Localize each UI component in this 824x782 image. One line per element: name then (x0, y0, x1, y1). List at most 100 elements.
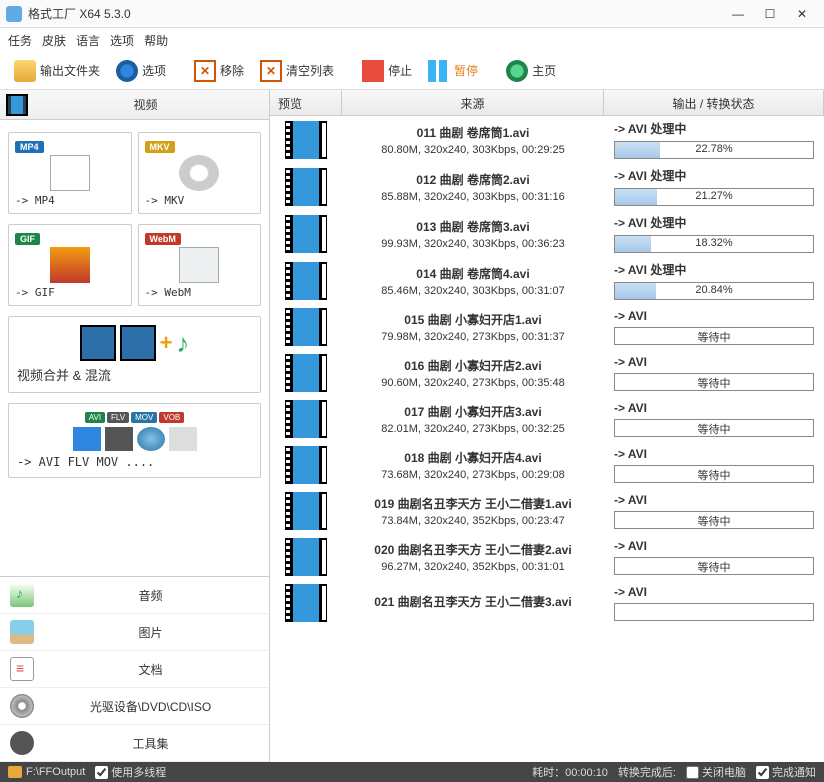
film-icon (6, 94, 28, 116)
table-row[interactable]: 016 曲剧 小寡妇开店2.avi90.60M, 320x240, 273Kbp… (270, 350, 824, 396)
file-name: 011 曲剧 卷席筒1.avi (348, 124, 598, 141)
file-name: 015 曲剧 小寡妇开店1.avi (348, 311, 598, 328)
menu-help[interactable]: 帮助 (144, 32, 168, 49)
close-button[interactable]: ✕ (786, 7, 818, 21)
progress-bar: 等待中 (614, 419, 814, 437)
header-status[interactable]: 输出 / 转换状态 (604, 90, 824, 115)
table-row[interactable]: 012 曲剧 卷席筒2.avi85.88M, 320x240, 303Kbps,… (270, 163, 824, 210)
toolbar: 输出文件夹 选项 移除 清空列表 停止 暂停 主页 (0, 52, 824, 90)
titlebar: 格式工厂 X64 5.3.0 ― ☐ ✕ (0, 0, 824, 28)
preview-thumbnail (285, 308, 327, 346)
elapsed-time: 耗时：00:00:10 (532, 764, 608, 780)
home-button[interactable]: 主页 (500, 58, 562, 84)
progress-bar: 20.84% (614, 282, 814, 300)
audio-category[interactable]: 音频 (0, 577, 269, 614)
picture-icon (10, 620, 34, 644)
progress-bar: 等待中 (614, 557, 814, 575)
menu-lang[interactable]: 语言 (76, 32, 100, 49)
video-category-header[interactable]: 视频 (0, 90, 269, 120)
file-name: 018 曲剧 小寡妇开店4.avi (348, 449, 598, 466)
table-row[interactable]: 017 曲剧 小寡妇开店3.avi82.01M, 320x240, 273Kbp… (270, 396, 824, 442)
file-meta: 80.80M, 320x240, 303Kbps, 00:29:25 (348, 144, 598, 156)
audio-icon (10, 583, 34, 607)
progress-bar (614, 603, 814, 621)
preview-thumbnail (285, 492, 327, 530)
table-row[interactable]: 013 曲剧 卷席筒3.avi 99.93M, 320x240, 303Kbps,… (270, 210, 824, 257)
pause-button[interactable]: 暂停 (422, 58, 484, 84)
preview-thumbnail (285, 168, 327, 206)
output-folder-button[interactable]: 输出文件夹 (8, 58, 106, 84)
table-row[interactable]: 011 曲剧 卷席筒1.avi 80.80M, 320x240, 303Kbps,… (270, 116, 824, 163)
menubar: 任务 皮肤 语言 选项 帮助 (0, 28, 824, 52)
progress-bar: 等待中 (614, 511, 814, 529)
menu-options[interactable]: 选项 (110, 32, 134, 49)
file-name: 016 曲剧 小寡妇开店2.avi (348, 357, 598, 374)
status-label: -> AVI (614, 585, 814, 599)
table-row[interactable]: 015 曲剧 小寡妇开店1.avi 79.98M, 320x240, 273Kbp… (270, 304, 824, 350)
file-meta: 73.68M, 320x240, 273Kbps, 00:29:08 (348, 469, 598, 481)
format-mkv[interactable]: MKV-> MKV (138, 132, 262, 214)
table-row[interactable]: 020 曲剧名丑李天方 王小二借妻2.avi96.27M, 320x240, 3… (270, 534, 824, 580)
output-path[interactable]: F:\FFOutput (8, 766, 85, 778)
preview-thumbnail (285, 262, 327, 300)
status-label: -> AVI 处理中 (614, 214, 814, 231)
menu-skin[interactable]: 皮肤 (42, 32, 66, 49)
disc-category[interactable]: 光驱设备\DVD\CD\ISO (0, 688, 269, 725)
format-gif[interactable]: GIF-> GIF (8, 224, 132, 306)
folder-icon (8, 766, 22, 778)
remove-button[interactable]: 移除 (188, 58, 250, 84)
header-preview[interactable]: 预览 (270, 90, 342, 115)
file-meta: 96.27M, 320x240, 352Kbps, 00:31:01 (348, 561, 598, 573)
status-label: -> AVI (614, 493, 814, 507)
table-row[interactable]: 019 曲剧名丑李天方 王小二借妻1.avi 73.84M, 320x240, 3… (270, 488, 824, 534)
file-name: 019 曲剧名丑李天方 王小二借妻1.avi (348, 495, 598, 512)
task-list: 预览 来源 输出 / 转换状态 011 曲剧 卷席筒1.avi 80.80M, 3… (270, 90, 824, 762)
maximize-button[interactable]: ☐ (754, 7, 786, 21)
tools-category[interactable]: 工具集 (0, 725, 269, 762)
status-label: -> AVI (614, 309, 814, 323)
stop-icon (362, 60, 384, 82)
video-merge-button[interactable]: +♪ 视频合并 & 混流 (8, 316, 261, 393)
remove-icon (194, 60, 216, 82)
status-label: -> AVI (614, 355, 814, 369)
disc-icon (10, 694, 34, 718)
file-meta: 73.84M, 320x240, 352Kbps, 00:23:47 (348, 515, 598, 527)
pause-icon (428, 60, 450, 82)
app-icon (6, 6, 22, 22)
menu-task[interactable]: 任务 (8, 32, 32, 49)
options-button[interactable]: 选项 (110, 58, 172, 84)
shutdown-checkbox[interactable]: 关闭电脑 (686, 764, 746, 780)
clear-list-button[interactable]: 清空列表 (254, 58, 340, 84)
file-meta: 99.93M, 320x240, 303Kbps, 00:36:23 (348, 238, 598, 250)
home-icon (506, 60, 528, 82)
file-name: 013 曲剧 卷席筒3.avi (348, 218, 598, 235)
sidebar: 视频 MP4-> MP4 MKV-> MKV GIF-> GIF WebM-> … (0, 90, 270, 762)
minimize-button[interactable]: ― (722, 7, 754, 21)
format-mp4[interactable]: MP4-> MP4 (8, 132, 132, 214)
table-body[interactable]: 011 曲剧 卷席筒1.avi 80.80M, 320x240, 303Kbps,… (270, 116, 824, 762)
status-label: -> AVI (614, 401, 814, 415)
file-name: 012 曲剧 卷席筒2.avi (348, 171, 598, 188)
table-row[interactable]: 018 曲剧 小寡妇开店4.avi 73.68M, 320x240, 273Kbp… (270, 442, 824, 488)
file-name: 017 曲剧 小寡妇开店3.avi (348, 403, 598, 420)
file-meta: 79.98M, 320x240, 273Kbps, 00:31:37 (348, 331, 598, 343)
preview-thumbnail (285, 121, 327, 159)
format-webm[interactable]: WebM-> WebM (138, 224, 262, 306)
table-row[interactable]: 014 曲剧 卷席筒4.avi85.46M, 320x240, 303Kbps,… (270, 257, 824, 304)
progress-bar: 等待中 (614, 373, 814, 391)
table-row[interactable]: 021 曲剧名丑李天方 王小二借妻3.avi -> AVI (270, 580, 824, 626)
notify-checkbox[interactable]: 完成通知 (756, 764, 816, 780)
document-category[interactable]: 文档 (0, 651, 269, 688)
multi-format-button[interactable]: AVIFLVMOVVOB -> AVI FLV MOV .... (8, 403, 261, 478)
clear-icon (260, 60, 282, 82)
document-icon (10, 657, 34, 681)
multithread-checkbox[interactable]: 使用多线程 (95, 764, 166, 780)
picture-category[interactable]: 图片 (0, 614, 269, 651)
header-source[interactable]: 来源 (342, 90, 604, 115)
tools-icon (10, 731, 34, 755)
stop-button[interactable]: 停止 (356, 58, 418, 84)
preview-thumbnail (285, 400, 327, 438)
progress-bar: 22.78% (614, 141, 814, 159)
statusbar: F:\FFOutput 使用多线程 耗时：00:00:10 转换完成后: 关闭电… (0, 762, 824, 782)
status-label: -> AVI (614, 539, 814, 553)
